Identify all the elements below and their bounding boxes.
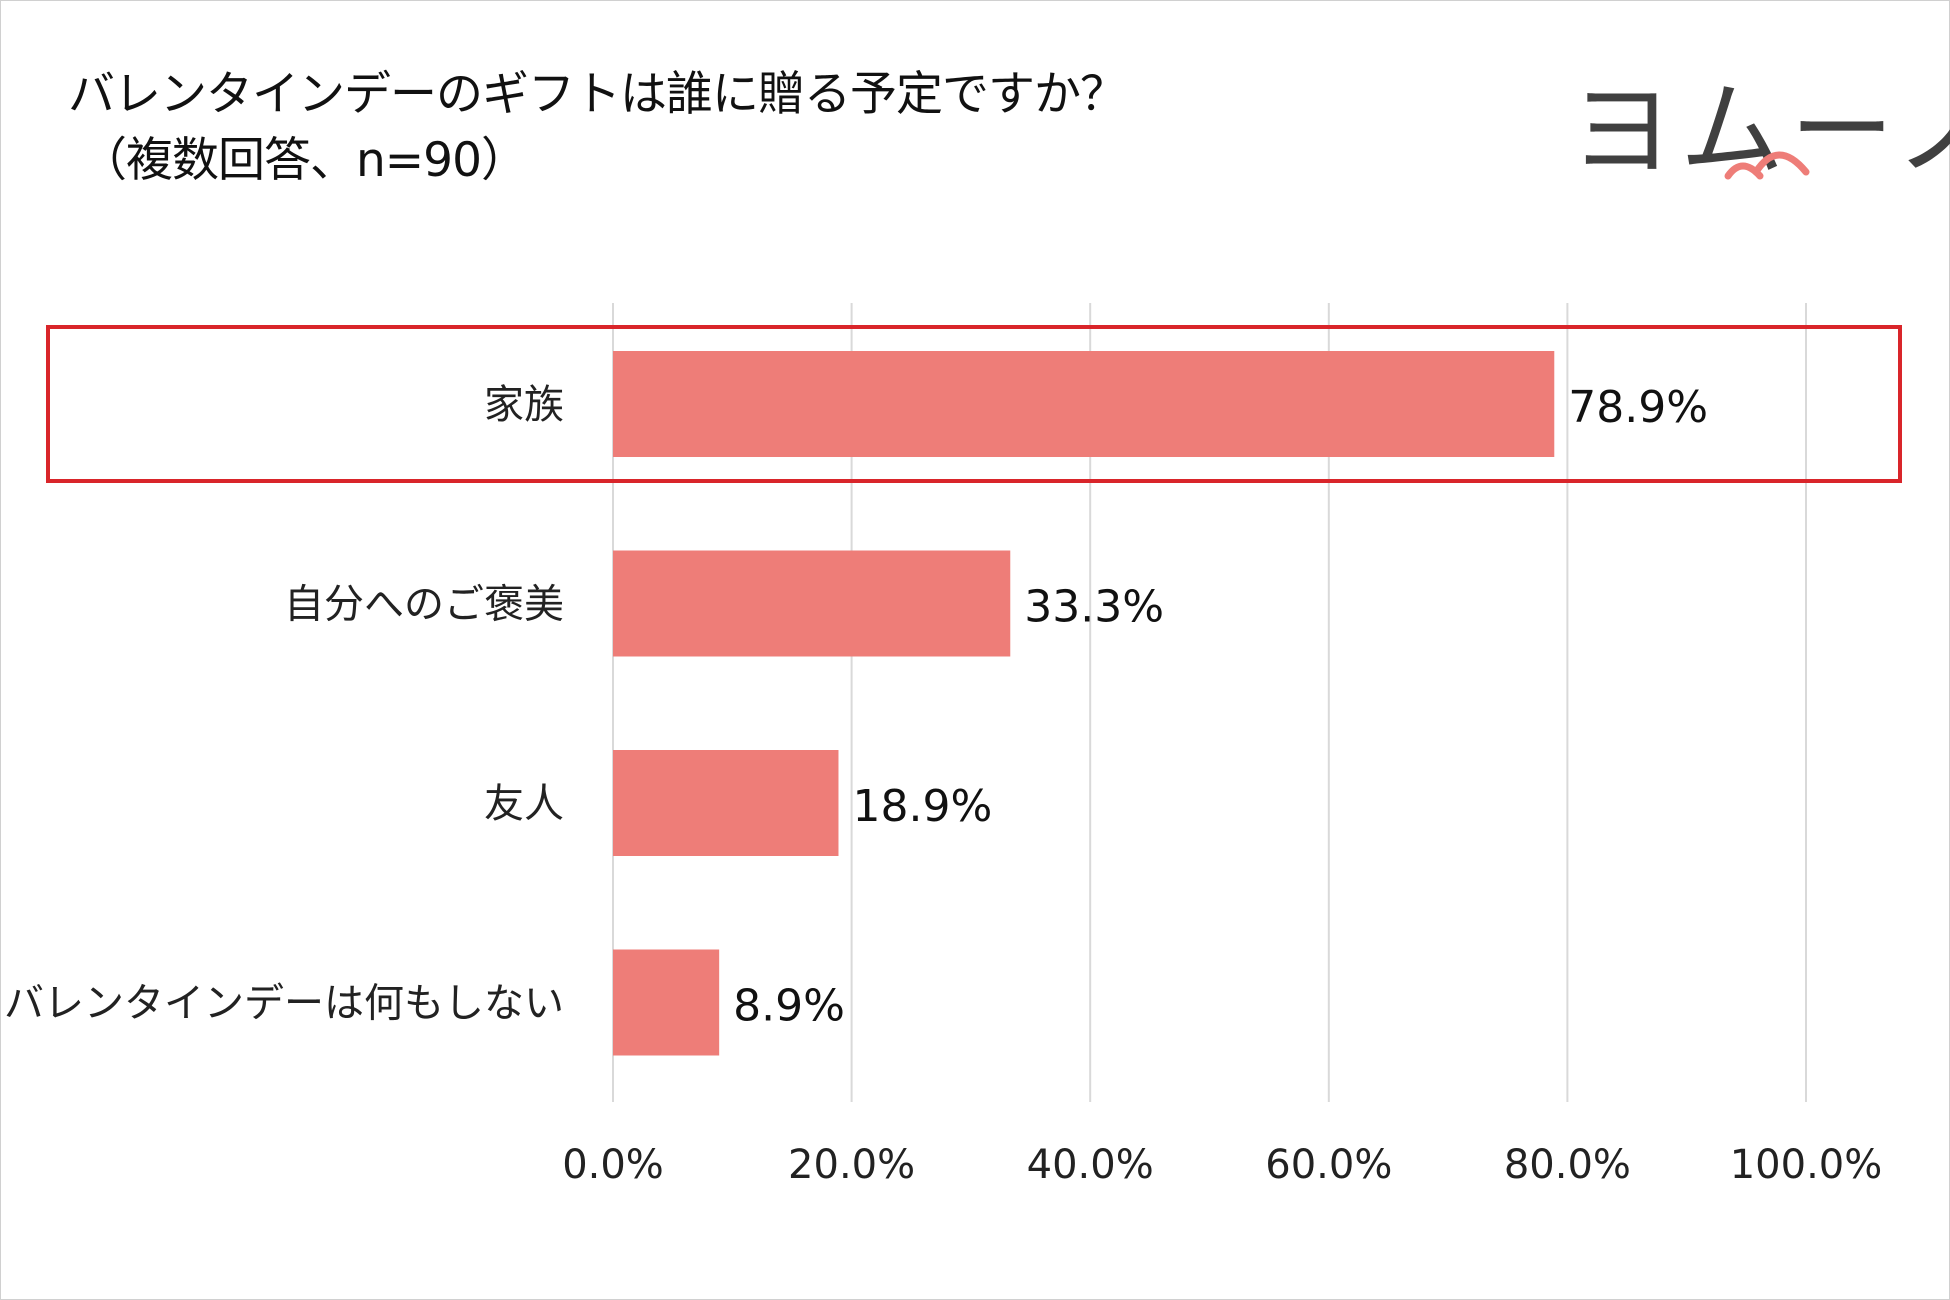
- x-tick-label: 100.0%: [1730, 1142, 1883, 1188]
- category-label: 自分へのご褒美: [284, 582, 564, 628]
- category-label: 家族: [484, 382, 564, 428]
- bar-layer: [613, 351, 1555, 1056]
- x-tick-label: 0.0%: [562, 1142, 664, 1188]
- data-label: 18.9%: [852, 781, 992, 832]
- x-tick-label: 20.0%: [788, 1142, 915, 1188]
- bar: [613, 949, 720, 1056]
- data-label: 33.3%: [1024, 582, 1164, 633]
- highlight-box: [46, 325, 1902, 483]
- category-label: バレンタインデーは何もしない: [4, 981, 564, 1027]
- x-tick-label: 80.0%: [1504, 1142, 1631, 1188]
- highlight-layer: [46, 325, 1902, 483]
- tick-layer: 0.0% 20.0% 40.0% 60.0% 80.0% 100.0%: [562, 1142, 1882, 1188]
- label-layer: 家族 78.9% 自分へのご褒美 33.3% 友人 18.9% バレンタインデーは何もしない…: [4, 382, 1708, 1032]
- chart-title: バレンタインデーのギフトは誰に贈る予定ですか？: [68, 67, 1127, 122]
- x-tick-label: 60.0%: [1265, 1142, 1392, 1188]
- data-label: 78.9%: [1568, 382, 1708, 433]
- logo-smile-icon: [1724, 151, 1810, 180]
- category-label: 友人: [484, 781, 564, 827]
- data-label: 8.9%: [733, 981, 845, 1032]
- brand-logo: ヨムーノ: [1570, 70, 1950, 190]
- x-tick-label: 40.0%: [1027, 1142, 1154, 1188]
- bar: [613, 550, 1011, 657]
- chart-subtitle: （複数回答、n=90）: [80, 133, 528, 188]
- bar: [613, 750, 839, 856]
- bar: [613, 351, 1555, 457]
